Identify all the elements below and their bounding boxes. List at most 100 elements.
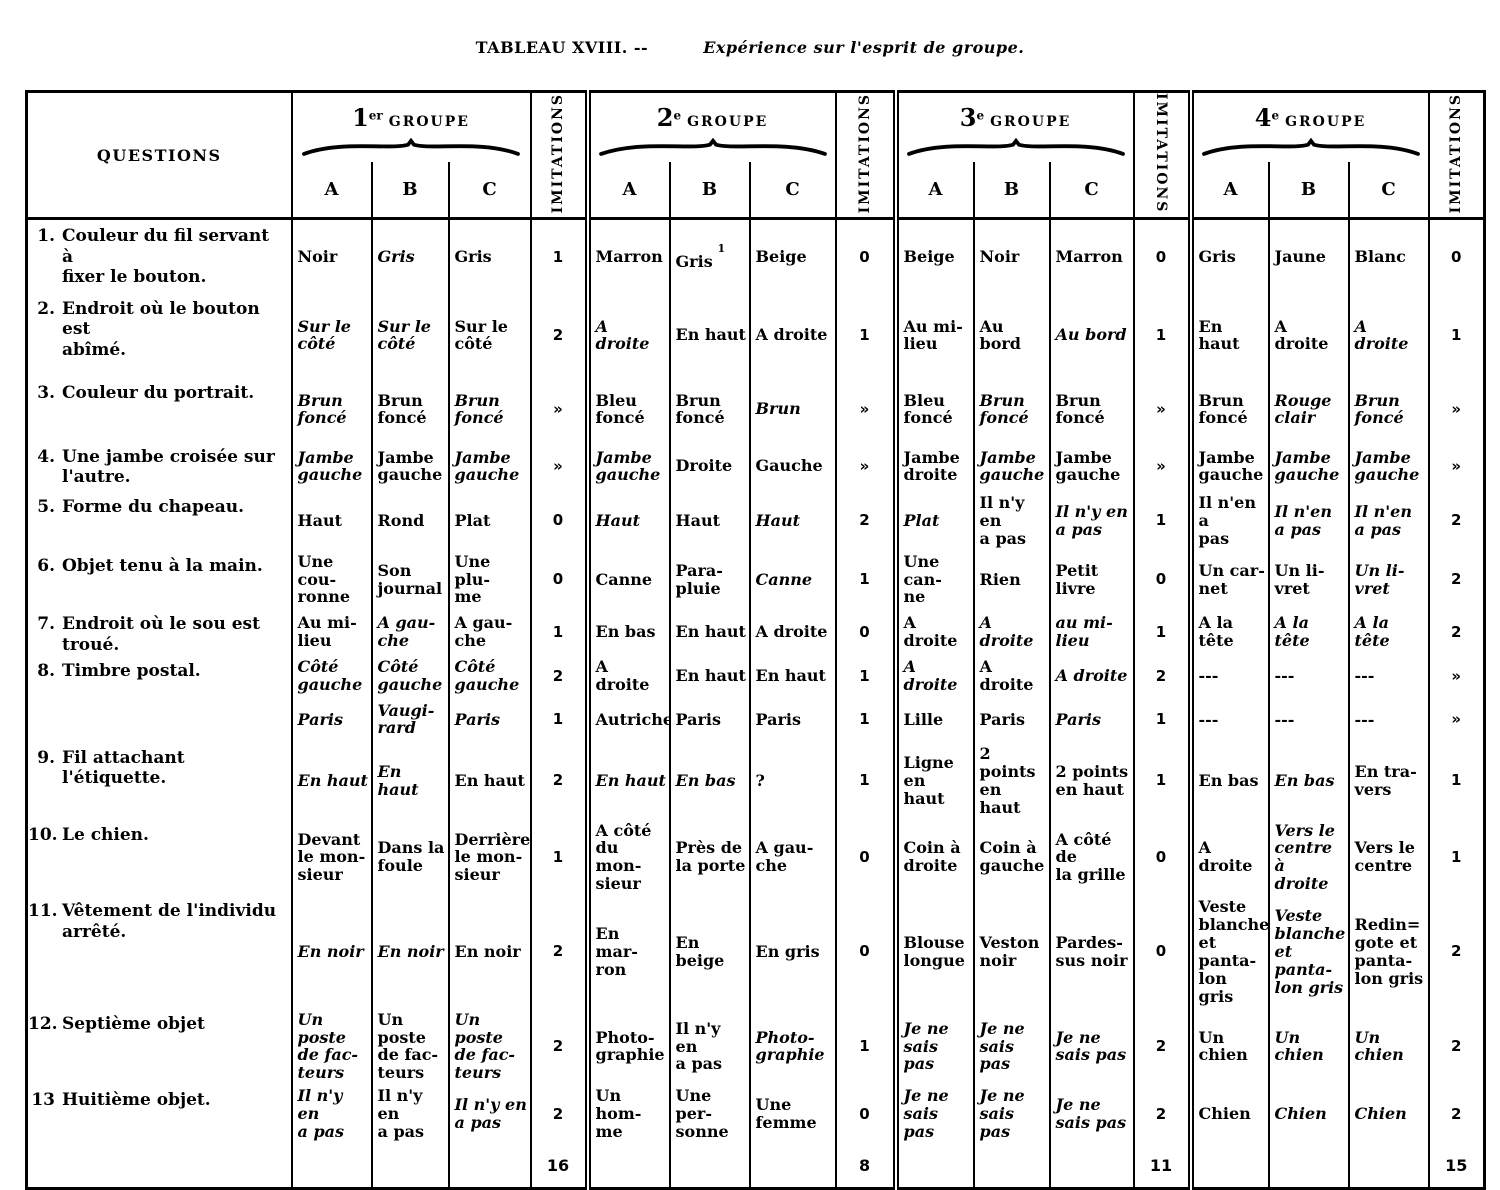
- answer-text: Haut: [675, 510, 721, 530]
- answer-text: Rouge clair: [1274, 390, 1332, 428]
- answer-cell: Brun foncé: [1189, 376, 1269, 441]
- table-header: QUESTIONS 1er GROUPE IMITATIONS 2e GROUPE …: [26, 91, 1487, 219]
- imitation-count: 1: [1132, 292, 1194, 377]
- answer-text: En bas: [1198, 770, 1259, 790]
- answer-text: Gauche: [755, 456, 823, 476]
- answer-cell: Gauche: [748, 440, 836, 491]
- answer-text: Brun foncé: [297, 390, 347, 428]
- imitation-count: 1: [834, 741, 899, 819]
- answer-cell: Jambe gauche: [1347, 440, 1429, 491]
- group1-word: GROUPE: [388, 114, 470, 131]
- imitation-count: 1: [834, 1007, 899, 1085]
- answer-cell: Autriche: [586, 695, 670, 742]
- answer-text: Lille: [903, 709, 944, 729]
- answer-cell: Un car- net: [1189, 549, 1269, 609]
- imitation-total: 16: [529, 1142, 591, 1189]
- group3-brace: [894, 132, 1135, 163]
- answer-cell: Canne: [586, 549, 670, 609]
- question-number: 6.: [37, 555, 55, 576]
- answer-text: Veste blanche et panta- lon gris: [1198, 897, 1269, 1006]
- group3-col-a: A: [894, 162, 974, 219]
- answer-cell: Un poste de fac- teurs: [447, 1007, 531, 1085]
- answer-cell: Brun foncé: [370, 376, 449, 441]
- answer-cell: En haut: [290, 741, 372, 819]
- answer-cell: Au mi- lieu: [894, 292, 974, 377]
- answer-cell: Haut: [748, 490, 836, 550]
- answer-text: Paris: [1055, 709, 1101, 729]
- answer-text: Gris: [377, 247, 415, 267]
- group1-col-b: B: [370, 162, 449, 219]
- answer-text: Blanc: [1354, 247, 1406, 267]
- imitation-count: 0: [1132, 218, 1194, 293]
- imitation-count: 1: [834, 549, 899, 609]
- group2-brace: [586, 132, 837, 163]
- answer-cell: Jambe gauche: [447, 440, 531, 491]
- group1-col-c: C: [447, 162, 532, 219]
- question-text: Endroit où le sou est troué.: [62, 614, 260, 655]
- answer-text: Jambe gauche: [1274, 447, 1340, 485]
- answer-text: Côté gauche: [454, 657, 520, 695]
- answer-text: Une cou- ronne: [297, 551, 351, 607]
- table-row: Paris Vaugi- rard Paris 1 Autriche Paris Paris…: [26, 695, 1487, 742]
- answer-cell: [748, 1142, 836, 1189]
- imitation-count: »: [1427, 376, 1487, 441]
- answer-cell: Au mi- lieu: [290, 608, 372, 656]
- question-cell: 5. Forme du chapeau.: [26, 490, 293, 550]
- answer-cell: Chien: [1189, 1084, 1269, 1143]
- question-text: Endroit où le bouton est abîmé.: [62, 298, 260, 360]
- answer-cell: Paris: [668, 695, 750, 742]
- answer-text: Je ne sais pas: [903, 1018, 949, 1074]
- group2-col-a: A: [586, 162, 670, 219]
- answer-cell: Brun foncé: [668, 376, 750, 441]
- group4-number: 4: [1254, 103, 1272, 133]
- answer-cell: Rouge clair: [1267, 376, 1349, 441]
- answer-cell: Sur le côté: [290, 292, 372, 377]
- answer-text: Jambe gauche: [1354, 447, 1420, 485]
- answer-cell: En haut: [668, 608, 750, 656]
- answer-text: A droite: [903, 657, 958, 695]
- answer-text: A droite: [1274, 316, 1329, 354]
- answer-text: Paris: [297, 709, 343, 729]
- answer-cell: Veste blanche et panta- lon gris: [1267, 895, 1349, 1008]
- brace-icon: [906, 138, 1125, 157]
- answer-text: En noir: [454, 941, 521, 961]
- scanned-page: TABLEAU XVIII. -- Expérience sur l'esprit…: [25, 38, 1487, 1190]
- answer-text: Au bord: [979, 316, 1021, 354]
- answer-cell: Côté gauche: [290, 655, 372, 696]
- answer-text: Jaune: [1274, 247, 1326, 267]
- table-row: 7. Endroit où le sou est troué. Au mi- lie…: [26, 608, 1487, 656]
- answer-cell: A droite: [1189, 818, 1269, 896]
- answer-cell: Haut: [586, 490, 670, 550]
- answer-text: En bas: [675, 770, 736, 790]
- question-number: 13: [31, 1090, 55, 1111]
- answer-cell: Redin= gote et panta- lon gris: [1347, 895, 1429, 1008]
- imitation-total: 15: [1427, 1142, 1487, 1189]
- answer-cell: Il n'en a pas: [1347, 490, 1429, 550]
- answer-cell: Jambe droite: [894, 440, 974, 491]
- answer-cell: Para- pluie: [668, 549, 750, 609]
- question-cell: 13 Huitième objet.: [26, 1084, 293, 1143]
- answer-cell: Brun foncé: [972, 376, 1050, 441]
- questions-column-header: QUESTIONS: [26, 91, 293, 219]
- imitation-total: 11: [1132, 1142, 1194, 1189]
- imitation-count: 2: [1132, 1007, 1194, 1085]
- question-number: 3.: [37, 382, 55, 403]
- answer-cell: Paris: [447, 695, 531, 742]
- answer-cell: Marron: [586, 218, 670, 293]
- question-text: Huitième objet.: [62, 1090, 211, 1111]
- answer-text: Il n'y en a pas: [454, 1095, 527, 1133]
- answer-cell: Jambe gauche: [1267, 440, 1349, 491]
- answer-cell: Droite: [668, 440, 750, 491]
- answer-text: Vers le centre à droite: [1274, 820, 1335, 894]
- answer-text: ---: [1274, 666, 1295, 686]
- answer-text: En haut: [1198, 316, 1240, 354]
- answer-cell: Rond: [370, 490, 449, 550]
- answer-cell: A gau- che: [447, 608, 531, 656]
- imitation-count: »: [834, 376, 899, 441]
- answer-cell: Il n'y en a pas: [290, 1084, 372, 1143]
- imitations-label: IMITATIONS: [856, 93, 873, 214]
- answer-cell: [447, 1142, 531, 1189]
- answer-text: Jambe gauche: [377, 447, 443, 485]
- answer-text: A la tête: [1198, 613, 1234, 651]
- answer-cell: En haut: [668, 292, 750, 377]
